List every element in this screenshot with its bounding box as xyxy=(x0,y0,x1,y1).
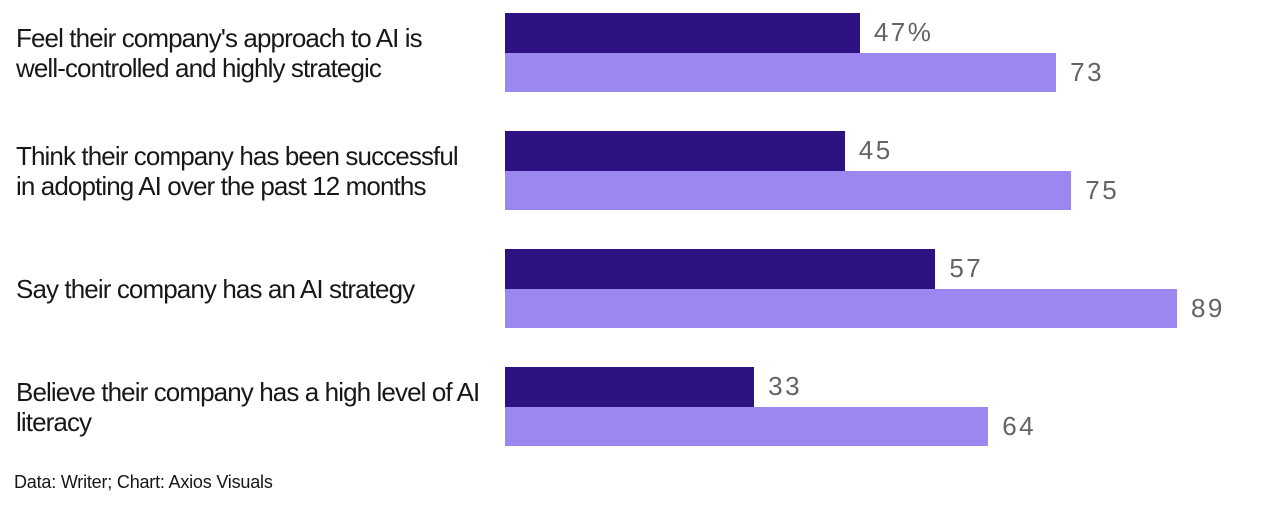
source-credit: Data: Writer; Chart: Axios Visuals xyxy=(14,472,273,492)
bar-dark xyxy=(505,249,936,289)
bar-line-light: 73 xyxy=(505,52,1280,92)
value-label: 75 xyxy=(1085,174,1120,205)
value-label: 33 xyxy=(768,371,803,402)
category-label: Say their company has an AI strategy xyxy=(16,249,494,328)
category-label-line: Feel their company's approach to AI is xyxy=(16,22,423,53)
category-label: Feel their company's approach to AI is w… xyxy=(16,13,494,92)
bar-group: 45 75 xyxy=(505,131,1280,210)
bar-group: 33 64 xyxy=(505,367,1280,446)
category-label-line: literacy xyxy=(16,406,92,437)
bar-line-light: 75 xyxy=(505,170,1280,210)
value-label: 73 xyxy=(1070,56,1105,87)
category-label: Think their company has been successful … xyxy=(16,131,494,210)
bar-group: 47% 73 xyxy=(505,13,1280,92)
category-label-line: in adopting AI over the past 12 months xyxy=(16,170,426,201)
bar-line-dark: 33 xyxy=(505,367,1280,407)
bar-light xyxy=(505,288,1177,328)
bar-dark xyxy=(505,131,845,171)
value-label: 89 xyxy=(1190,292,1225,323)
bar-group: 57 89 xyxy=(505,249,1280,328)
bar-line-light: 64 xyxy=(505,406,1280,446)
bar-dark xyxy=(505,367,755,407)
bar-dark xyxy=(505,13,860,53)
bar-line-dark: 45 xyxy=(505,131,1280,171)
category-label-line: Say their company has an AI strategy xyxy=(16,273,415,304)
bar-light xyxy=(505,52,1057,92)
bar-line-dark: 47% xyxy=(505,13,1280,53)
category-label-line: well-controlled and highly strategic xyxy=(16,52,382,83)
bar-row: Believe their company has a high level o… xyxy=(0,367,1280,446)
bar-line-dark: 57 xyxy=(505,249,1280,289)
value-label: 64 xyxy=(1002,410,1037,441)
bar-line-light: 89 xyxy=(505,288,1280,328)
value-label: 57 xyxy=(949,253,984,284)
category-label: Believe their company has a high level o… xyxy=(16,367,494,446)
category-label-line: Believe their company has a high level o… xyxy=(16,376,480,407)
bar-row: Feel their company's approach to AI is w… xyxy=(0,13,1280,92)
bar-row: Think their company has been successful … xyxy=(0,131,1280,210)
category-label-line: Think their company has been successful xyxy=(16,140,459,171)
bar-light xyxy=(505,170,1072,210)
bar-row: Say their company has an AI strategy 57 … xyxy=(0,249,1280,328)
value-label: 45 xyxy=(858,135,893,166)
bar-light xyxy=(505,406,989,446)
value-label: 47% xyxy=(873,17,934,48)
